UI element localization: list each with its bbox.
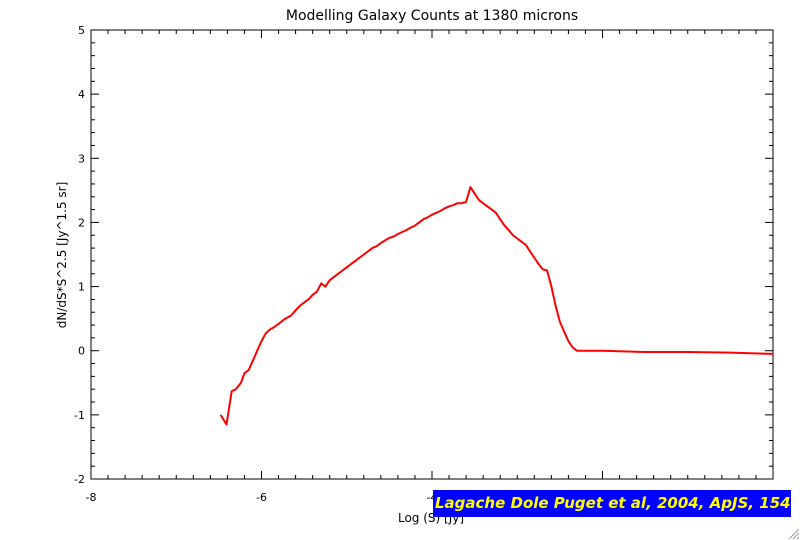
- x-tick-label: -8: [86, 491, 97, 504]
- y-tick-label: 0: [78, 345, 85, 358]
- chart-title: Modelling Galaxy Counts at 1380 microns: [286, 8, 578, 24]
- y-tick-label: 4: [78, 88, 85, 101]
- series-line: [219, 186, 774, 426]
- citation-text: Lagache Dole Puget et al, 2004, ApJS, 15…: [435, 494, 791, 512]
- y-tick-label: 2: [78, 216, 85, 229]
- y-axis-ticks: -2 -1 0 1 2 3 4 5: [74, 24, 773, 486]
- y-tick-label: 3: [78, 152, 85, 165]
- y-tick-label: -1: [74, 409, 85, 422]
- series-layer: [219, 186, 774, 426]
- x-axis-ticks: -8 -6 -4: [86, 30, 774, 504]
- y-tick-label: 1: [78, 281, 85, 294]
- x-tick-label: -4: [427, 491, 438, 504]
- y-tick-label: 5: [78, 24, 85, 37]
- resize-grip-icon[interactable]: [787, 527, 799, 539]
- citation-banner: Lagache Dole Puget et al, 2004, ApJS, 15…: [433, 490, 791, 517]
- plot-area-frame: [90, 29, 774, 480]
- x-tick-label: -6: [256, 491, 267, 504]
- y-tick-label: -2: [74, 473, 85, 486]
- y-axis-label: dN/dS*S^2.5 [Jy^1.5 sr]: [55, 182, 69, 329]
